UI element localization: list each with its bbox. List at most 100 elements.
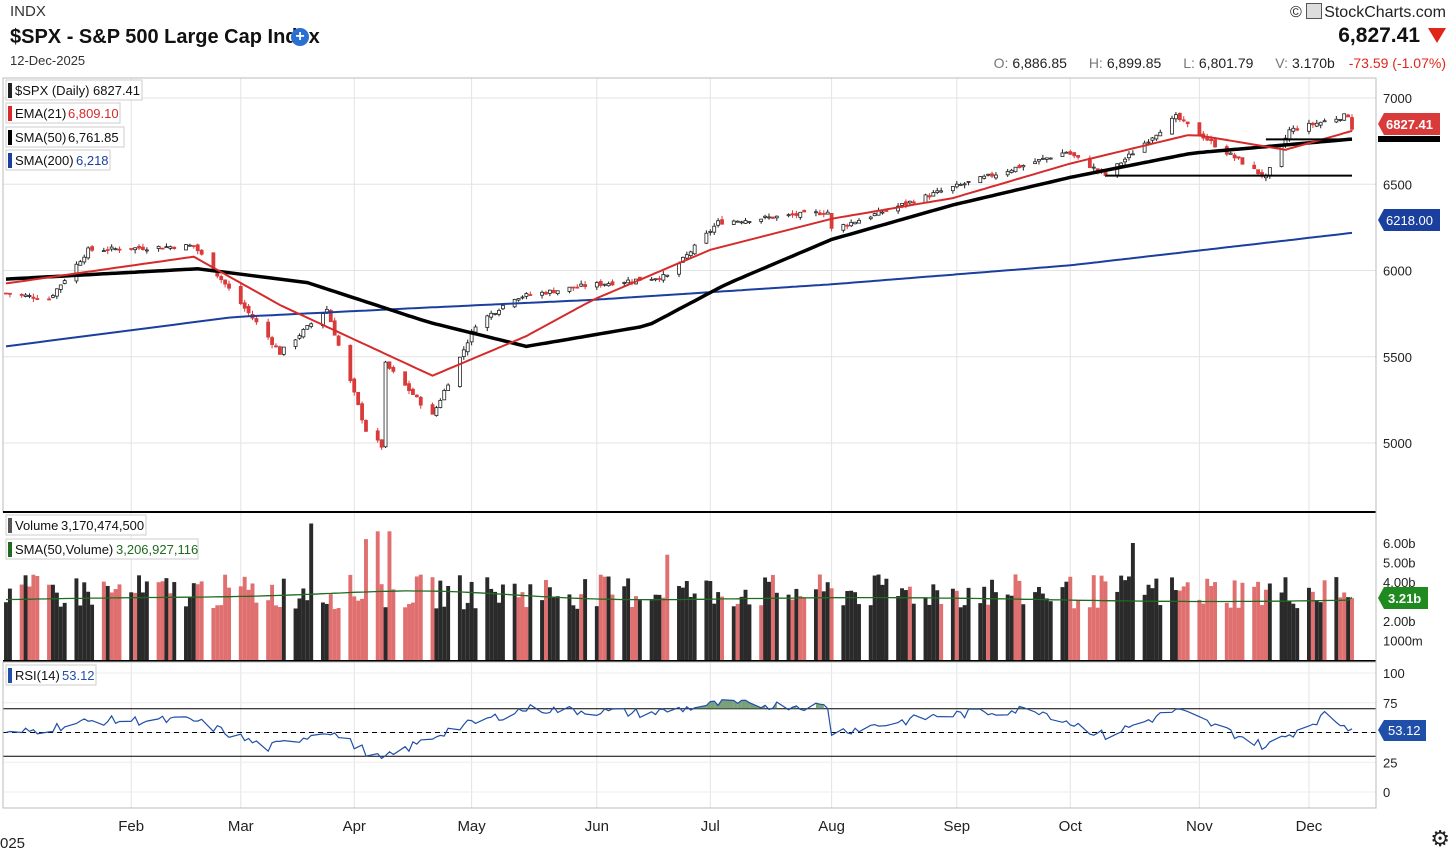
candle [35, 298, 40, 300]
volume-bar [993, 592, 998, 660]
price-change: -73.59 (-1.07%) [1348, 55, 1446, 71]
candle [31, 296, 36, 299]
volume-bar [485, 577, 490, 660]
add-to-list-icon[interactable]: + [291, 28, 309, 46]
volume-bar [473, 608, 478, 660]
volume-bar [661, 597, 666, 660]
volume-bar [551, 596, 556, 660]
candle [51, 295, 55, 298]
candle [328, 310, 333, 323]
volume-bar [1009, 595, 1014, 660]
volume-bar [903, 590, 908, 660]
volume-bar [1314, 600, 1319, 660]
volume-bar [1087, 607, 1092, 660]
volume-bar [489, 588, 494, 660]
x-tick-label: Apr [343, 818, 366, 835]
volume-legend: Volume 3,170,474,500 SMA(50,Volume) 3,20… [5, 514, 199, 560]
volume-bar [1295, 608, 1300, 660]
volume-bar [516, 597, 521, 660]
sma50-tag-marker [1378, 136, 1440, 142]
volume-bar [219, 605, 224, 660]
candle [23, 294, 28, 297]
volume-bar [1185, 582, 1190, 660]
volume-bar [352, 596, 357, 660]
candle [1307, 122, 1311, 132]
volume-bar [931, 584, 936, 660]
volume-bar [939, 603, 944, 660]
volume-bar [802, 597, 807, 660]
candle [872, 213, 877, 217]
candle [528, 294, 533, 296]
volume-bar [418, 574, 423, 660]
candle [489, 312, 494, 318]
candle [47, 298, 51, 301]
candle [1044, 157, 1049, 160]
volume-bar [606, 576, 611, 660]
volume-tick-label: 4.00b [1383, 575, 1416, 590]
volume-bar [794, 588, 799, 660]
gear-icon[interactable]: ⚙ [1430, 826, 1450, 851]
sma200-tag: 6218.00 [1378, 209, 1440, 231]
volume-bar [129, 592, 134, 660]
candle [551, 289, 556, 294]
candle [677, 263, 681, 275]
volume-bar [1310, 591, 1315, 660]
candle [184, 244, 188, 251]
candle [602, 283, 607, 286]
stockcharts-icon [1306, 3, 1323, 19]
volume-bar [1338, 597, 1343, 660]
candle [1154, 134, 1159, 140]
volume-bar [657, 594, 662, 660]
volume-bar [1318, 602, 1323, 660]
volume-bar [360, 598, 365, 660]
candle [704, 232, 709, 244]
volume-bar [857, 604, 861, 660]
volume-bar [583, 579, 588, 660]
volume-bar [1279, 592, 1284, 660]
candle [950, 186, 955, 192]
volume-bar [884, 578, 889, 660]
candle [759, 218, 764, 222]
volume-bar [133, 592, 138, 660]
volume-bar [434, 608, 439, 660]
volume-bar [849, 590, 854, 660]
volume-bar [1252, 586, 1257, 660]
volume-bar [187, 596, 192, 660]
volume-bar [594, 606, 599, 660]
candle [1150, 137, 1155, 141]
price-frame [2, 77, 1377, 513]
volume-bar [907, 586, 912, 660]
volume-bar [1291, 603, 1296, 660]
candle [113, 248, 118, 251]
sma200-tag-text: 6218.00 [1386, 213, 1433, 228]
volume-bar [512, 583, 517, 660]
volume-bar [215, 605, 220, 660]
volume-tick-label: 2.00b [1383, 614, 1416, 629]
candle [708, 230, 713, 233]
brand-logo[interactable]: © StockCharts.com [1290, 3, 1446, 22]
volume-bar [880, 584, 885, 660]
candle [606, 283, 611, 287]
candle [649, 278, 654, 281]
candle [407, 383, 411, 392]
volume-bar [825, 582, 830, 660]
candle [465, 342, 470, 353]
volume-bar [731, 606, 736, 660]
candle [1213, 139, 1217, 148]
volume-bar [86, 591, 91, 660]
volume-bar [446, 585, 451, 660]
volume-bar [982, 586, 987, 660]
candle [332, 320, 337, 336]
candle [583, 284, 587, 288]
volume-bar [649, 600, 654, 660]
candle [144, 249, 149, 252]
candle [403, 371, 408, 386]
candle [575, 286, 580, 289]
volume-bar [277, 606, 282, 660]
volume-bar [465, 602, 470, 660]
candle [129, 248, 134, 250]
volume-bar [1158, 605, 1163, 660]
volume-bar [1209, 586, 1214, 660]
volume-bar [1076, 600, 1081, 660]
